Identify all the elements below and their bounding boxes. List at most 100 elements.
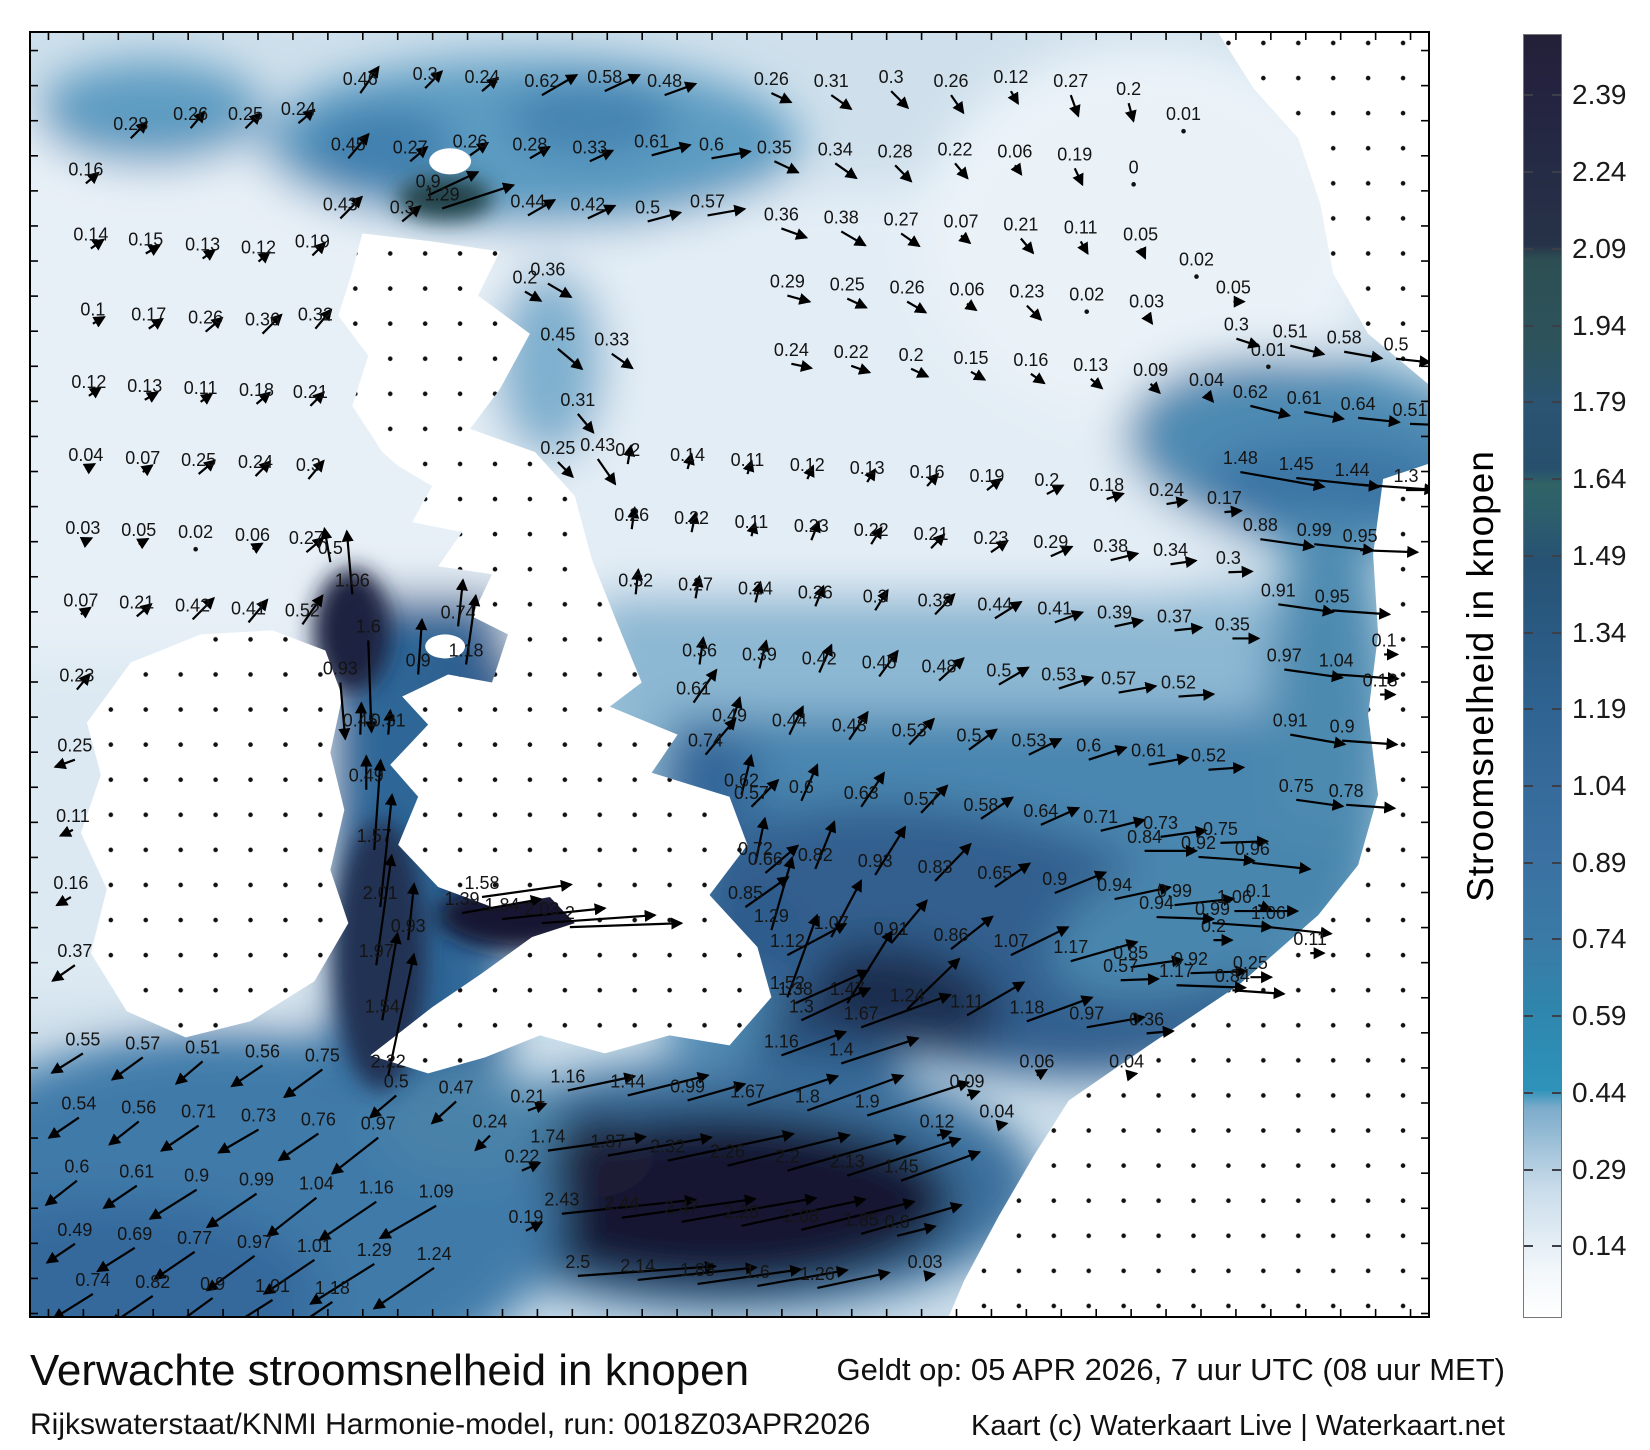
valid-time-label: Geldt op: 05 APR 2026, 7 uur UTC (08 uur…	[836, 1352, 1505, 1387]
current-arrow	[1290, 733, 1347, 749]
current-arrow	[338, 682, 351, 741]
current-value-label: 0.37	[57, 941, 92, 961]
current-arrow	[320, 526, 333, 563]
current-value-label: 0.31	[371, 711, 406, 731]
current-value-label: 2.2	[775, 1147, 800, 1167]
current-value-label: 0.74	[688, 731, 723, 751]
current-value-label: 1.9	[855, 1091, 880, 1111]
current-value-label: 0.2	[1116, 79, 1141, 99]
current-arrow	[47, 1116, 80, 1139]
current-value-label: 1.16	[764, 1031, 799, 1051]
current-arrow	[966, 981, 1026, 1017]
colorbar-tick-mark	[1552, 554, 1561, 557]
colorbar-tick-mark	[1552, 861, 1561, 864]
current-arrow	[954, 162, 969, 180]
current-arrow	[262, 1258, 316, 1295]
colorbar-tick-mark	[1552, 1245, 1561, 1248]
current-arrow	[481, 879, 573, 899]
current-value-label: 1.39	[445, 889, 480, 909]
current-value-label: 0.11	[735, 512, 769, 532]
current-arrow	[455, 578, 468, 627]
current-value-label: 0.91	[1273, 711, 1308, 731]
current-value-label: 0.21	[293, 382, 328, 402]
colorbar-tick-label: 0.14	[1572, 1230, 1627, 1262]
current-value-label: 0.16	[68, 159, 103, 179]
current-value-label: 0.19	[295, 231, 330, 251]
current-value-label: 0.39	[1097, 602, 1132, 622]
current-arrow	[204, 316, 224, 333]
current-arrow	[920, 784, 949, 814]
current-arrow	[950, 915, 994, 951]
current-arrow	[197, 459, 217, 475]
current-arrow	[864, 467, 876, 483]
current-arrow	[631, 567, 644, 595]
colorbar-tick-mark	[1524, 708, 1533, 711]
current-arrow	[1030, 372, 1046, 385]
dot-grid-continent	[949, 464, 1428, 1316]
current-arrow	[990, 539, 1009, 554]
current-value-label: 0.75	[1203, 819, 1238, 839]
current-arrow	[787, 293, 812, 305]
colorbar-tick-mark	[1552, 1091, 1561, 1094]
current-value-label: 0.44	[510, 191, 545, 211]
current-value-label: 0.74	[75, 1270, 110, 1290]
current-arrow	[786, 923, 848, 957]
current-arrow	[244, 112, 262, 130]
current-value-label: 0.52	[285, 600, 320, 620]
current-value-label: 0.2	[899, 345, 924, 365]
current-arrow	[1050, 545, 1074, 558]
copyright-label: Kaart (c) Waterkaart Live | Waterkaart.n…	[971, 1410, 1505, 1442]
current-arrow	[1070, 939, 1139, 963]
colorbar-tick-mark	[1552, 171, 1561, 174]
colorbar-tick-mark	[1524, 861, 1533, 864]
current-value-label: 0.39	[742, 644, 777, 664]
current-arrow	[244, 1299, 274, 1316]
current-value-label: 0.06	[1019, 1051, 1054, 1071]
current-value-label: 0.26	[754, 69, 789, 89]
current-arrow	[1077, 240, 1089, 255]
current-value-label: 0.23	[59, 665, 94, 685]
current-value-label: 1.24	[417, 1244, 452, 1264]
colorbar-tick-label: 0.74	[1572, 923, 1627, 955]
current-value-label: 1.84	[485, 895, 520, 915]
current-value-label: 1.09	[419, 1182, 454, 1202]
current-value-label: 0.76	[301, 1110, 336, 1130]
current-value-label: 2	[565, 903, 575, 923]
colorbar-tick-mark	[1552, 1015, 1561, 1018]
current-value-label: 0.9	[416, 171, 441, 191]
current-value-label: 1.11	[950, 991, 984, 1011]
current-value-label: 0.1	[1246, 881, 1271, 901]
current-arrow	[368, 1094, 397, 1119]
current-arrow	[627, 1071, 710, 1097]
current-value-label: 0.33	[594, 330, 629, 350]
current-arrow	[1040, 806, 1081, 826]
current-value-label: 0.91	[874, 919, 909, 939]
current-value-label: 0.85	[1113, 943, 1148, 963]
current-value-label: 0.13	[1073, 355, 1108, 375]
current-arrow	[561, 1194, 697, 1215]
current-arrow	[153, 1250, 196, 1280]
current-arrow	[136, 537, 150, 550]
current-value-label: 2.13	[830, 1152, 865, 1172]
current-value-label: 1.06	[1217, 887, 1252, 907]
current-arrow	[695, 636, 708, 665]
current-value-label: 0.9	[200, 1274, 225, 1294]
current-value-label: 0.27	[678, 574, 713, 594]
current-value-label: 0.99	[670, 1076, 705, 1096]
current-value-label: 1.06	[1251, 903, 1286, 923]
current-value-label: 1.48	[1223, 448, 1258, 468]
current-value-label: 0.16	[1013, 350, 1048, 370]
current-value-label: 1.29	[425, 184, 460, 204]
current-value-label: 2.5	[565, 1252, 590, 1272]
current-arrow	[186, 1297, 214, 1316]
current-arrow	[791, 359, 814, 372]
current-value-label: 0.61	[119, 1162, 154, 1182]
current-arrow	[567, 1072, 637, 1092]
current-value-label: 1.16	[359, 1178, 394, 1198]
current-arrow	[1260, 538, 1316, 552]
current-value-label: 0.71	[181, 1102, 216, 1122]
current-value-label: 1.85	[680, 1260, 715, 1280]
current-value-label: 0.88	[1243, 515, 1278, 535]
current-value-label: 0.45	[540, 325, 575, 345]
dot-grid-norway	[1218, 33, 1428, 384]
